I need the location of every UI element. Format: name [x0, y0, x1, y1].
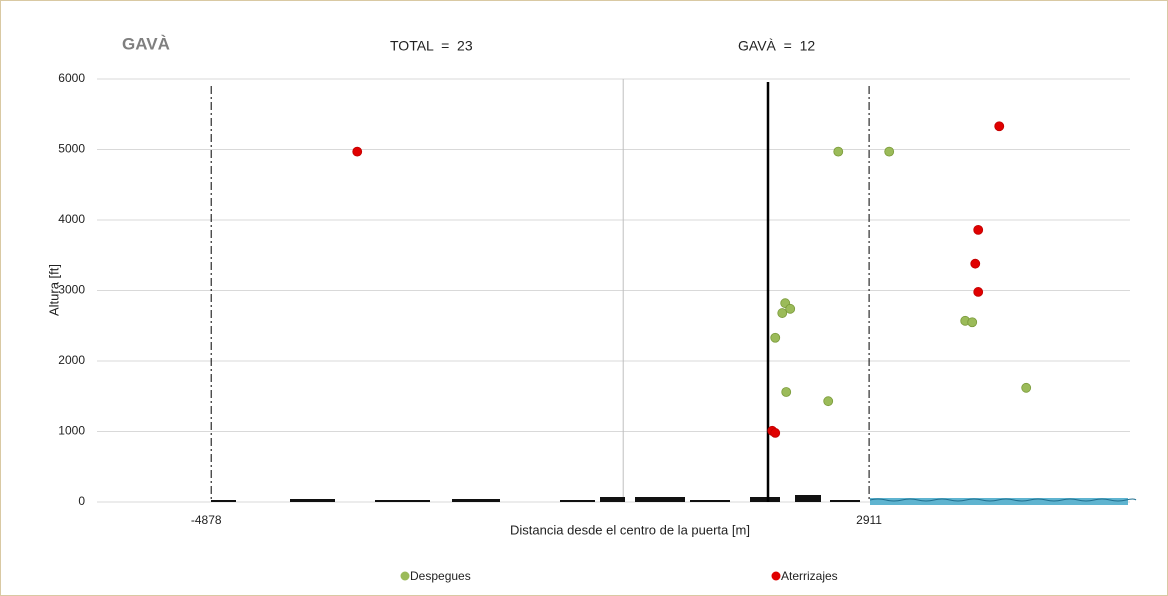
y-tick-label: 1000	[58, 424, 85, 438]
point	[771, 333, 780, 342]
legend-marker	[772, 572, 781, 581]
point	[995, 122, 1004, 131]
point	[971, 259, 980, 268]
point	[974, 287, 983, 296]
reference-label: -4878	[191, 513, 222, 527]
point	[968, 318, 977, 327]
legend-marker	[401, 572, 410, 581]
water	[870, 498, 1136, 505]
point	[786, 304, 795, 313]
chart-border	[1, 1, 1168, 596]
point	[824, 397, 833, 406]
y-tick-label: 6000	[58, 71, 85, 85]
point	[771, 428, 780, 437]
point	[834, 147, 843, 156]
y-tick-label: 0	[78, 494, 85, 508]
reference-label: 2911	[856, 513, 882, 527]
legend-label: Aterrizajes	[781, 569, 838, 583]
annotation: TOTAL = 23	[390, 38, 473, 54]
point	[353, 147, 362, 156]
annotation: GAVÀ = 12	[738, 38, 815, 54]
point	[885, 147, 894, 156]
legend-label: Despegues	[410, 569, 471, 583]
y-tick-label: 2000	[58, 353, 85, 367]
point	[782, 388, 791, 397]
point	[974, 225, 983, 234]
chart: GAVÀ TOTAL = 23 GAVÀ = 12 Distancia desd…	[0, 0, 1168, 596]
point	[778, 309, 787, 318]
chart-title: GAVÀ	[122, 34, 170, 53]
y-tick-label: 5000	[58, 142, 85, 156]
point	[1022, 383, 1031, 392]
x-axis-label: Distancia desde el centro de la puerta […	[510, 522, 750, 537]
y-tick-label: 4000	[58, 212, 85, 226]
y-tick-label: 3000	[58, 283, 85, 297]
